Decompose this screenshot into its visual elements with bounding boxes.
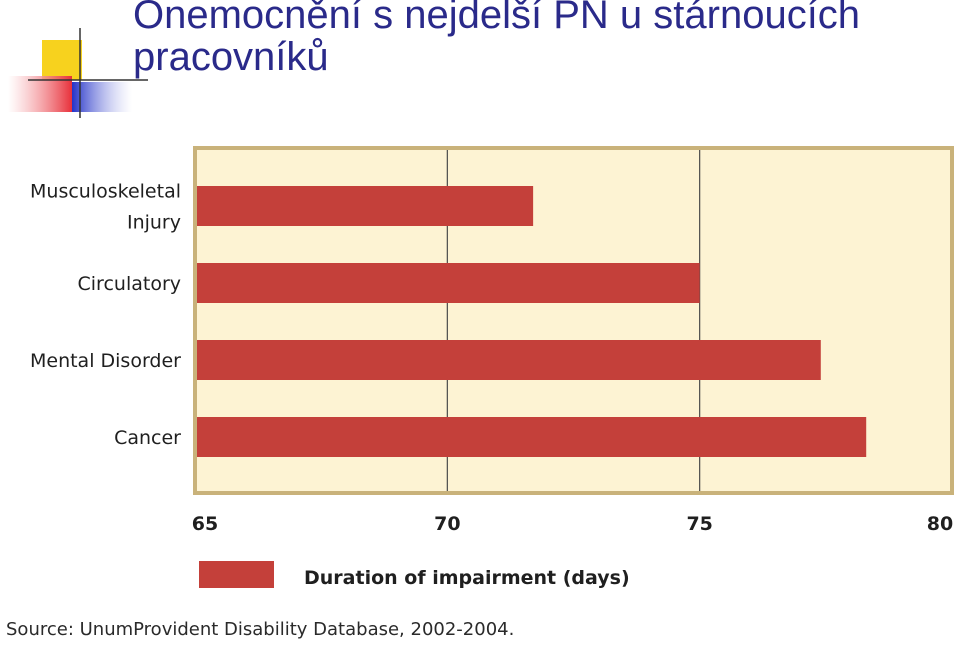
legend-label: Duration of impairment (days) — [304, 567, 630, 589]
legend: Duration of impairment (days) — [199, 561, 630, 589]
bar-musculoskeletal-injury — [197, 186, 534, 226]
x-tick-label: 75 — [686, 513, 712, 535]
logo-blue-bar — [72, 82, 132, 112]
logo-yellow-square — [42, 40, 82, 80]
x-tick-label: 70 — [434, 513, 460, 535]
bar-cancer — [197, 417, 867, 457]
legend-swatch — [199, 561, 274, 588]
category-labels: Musculoskeletal Injury Circulatory Mental D… — [30, 181, 181, 450]
bars — [197, 186, 867, 457]
x-tick-label: 65 — [192, 513, 218, 535]
x-axis-ticks: 65 70 75 80 — [192, 513, 953, 535]
category-label: Musculoskeletal Injury — [30, 181, 181, 234]
category-label: Mental Disorder — [30, 350, 181, 372]
category-label: Cancer — [114, 427, 181, 449]
bar-mental-disorder — [197, 340, 821, 380]
source-note: Source: UnumProvident Disability Databas… — [6, 619, 515, 640]
x-tick-label: 80 — [927, 513, 953, 535]
bar-circulatory — [197, 263, 700, 303]
presentation-logo — [8, 28, 148, 118]
logo-red-bar — [8, 76, 72, 112]
category-label: Circulatory — [78, 273, 181, 295]
slide-title: Onemocnění s nejdelší PN u stárnoucích p… — [133, 0, 861, 79]
